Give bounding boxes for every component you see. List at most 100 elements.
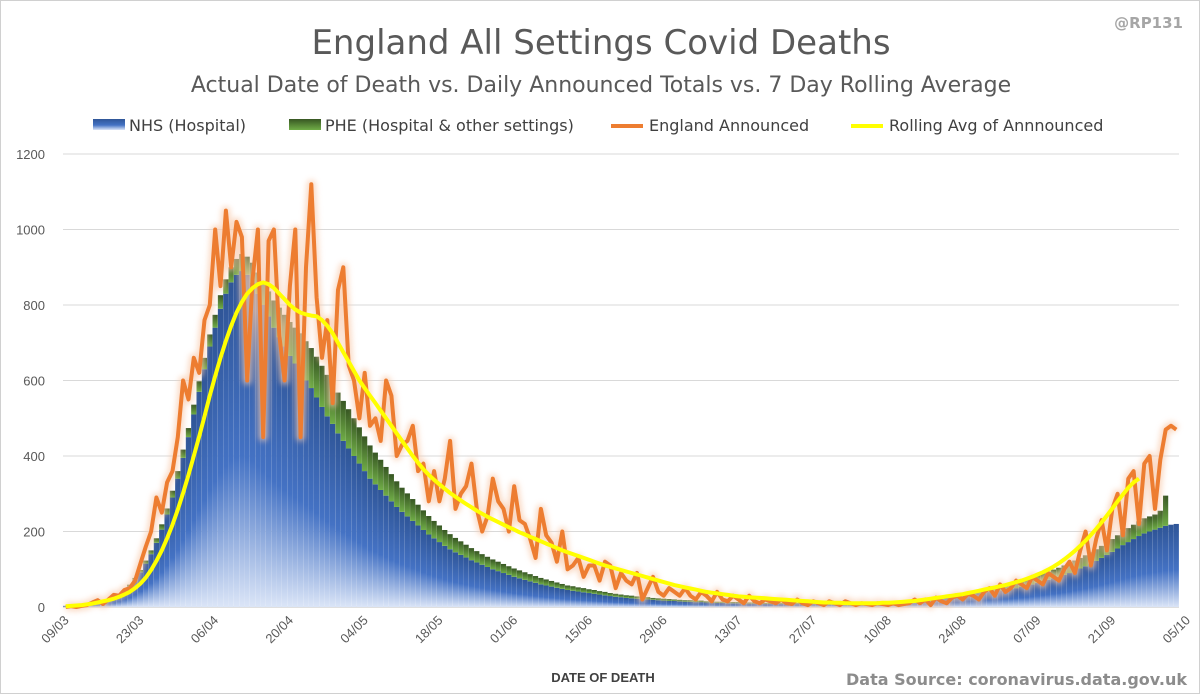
bar-nhs [346, 448, 351, 607]
bar-phe [1163, 496, 1168, 526]
bar-nhs [469, 560, 474, 607]
bar-phe [570, 586, 575, 591]
bar-nhs [383, 496, 388, 607]
bar-nhs [1126, 542, 1131, 607]
bar-nhs [362, 471, 367, 607]
legend: NHS (Hospital)PHE (Hospital & other sett… [93, 116, 1103, 135]
bar-nhs [672, 601, 677, 607]
bar-nhs [602, 595, 607, 607]
bar-phe [148, 550, 153, 554]
bar-phe [431, 521, 436, 538]
bar-nhs [666, 601, 671, 607]
bar-phe [485, 557, 490, 567]
bar-phe [618, 595, 623, 598]
x-tick-label: 21/09 [1085, 613, 1119, 647]
bar-phe [207, 334, 212, 346]
x-tick-label: 18/05 [412, 613, 446, 647]
bar-phe [581, 588, 586, 592]
bar-nhs [581, 592, 586, 607]
bar-nhs [148, 554, 153, 607]
bar-nhs [688, 602, 693, 607]
bar-nhs [378, 490, 383, 607]
x-tick-label: 29/06 [636, 613, 670, 647]
x-tick-label: 05/10 [1160, 613, 1194, 647]
bar-nhs [1174, 524, 1179, 607]
bar-phe [1147, 516, 1152, 531]
bar-nhs [271, 328, 276, 607]
bar-phe [351, 418, 356, 456]
bar-nhs [506, 575, 511, 607]
bar-nhs [613, 597, 618, 607]
bar-nhs [501, 573, 506, 607]
bar-phe [314, 357, 319, 398]
bar-nhs [533, 583, 538, 607]
y-tick-label: 1200 [16, 147, 45, 162]
bar-phe [512, 568, 517, 576]
x-tick-label: 10/08 [860, 613, 894, 647]
bar-nhs [341, 441, 346, 607]
x-tick-label: 15/06 [561, 613, 595, 647]
bar-phe [650, 598, 655, 600]
x-tick-label: 01/06 [487, 613, 521, 647]
bar-phe [362, 436, 367, 471]
bar-phe [1131, 525, 1136, 539]
bar-phe [191, 405, 196, 415]
bar-nhs [314, 397, 319, 607]
bar-nhs [554, 588, 559, 607]
bar-phe [378, 460, 383, 490]
bar-nhs [410, 521, 415, 607]
bar-phe [479, 554, 484, 565]
bar-nhs [463, 558, 468, 607]
bar-nhs [453, 552, 458, 607]
bar-phe [608, 593, 613, 596]
bar-nhs [389, 501, 394, 607]
bar-nhs [415, 525, 420, 607]
x-tick-label: 06/04 [188, 613, 222, 647]
bar-nhs [1120, 545, 1125, 607]
bar-nhs [656, 600, 661, 607]
bar-nhs [512, 577, 517, 607]
bar-nhs [560, 589, 565, 607]
bar-phe [613, 594, 618, 597]
bar-nhs [661, 601, 666, 607]
bar-nhs [325, 416, 330, 607]
bar-nhs [421, 530, 426, 607]
bar-nhs [1099, 558, 1104, 607]
bar-nhs [592, 594, 597, 607]
bar-nhs [618, 597, 623, 607]
bar-phe [1158, 511, 1163, 528]
bar-nhs [143, 564, 148, 607]
bar-nhs [608, 596, 613, 607]
bar-phe [538, 578, 543, 584]
bar-nhs [565, 590, 570, 607]
bar-nhs [544, 585, 549, 607]
bar-phe [592, 590, 597, 594]
bar-nhs [159, 530, 164, 607]
bar-phe [602, 592, 607, 595]
legend-label: Rolling Avg of Annnounced [889, 116, 1103, 135]
bar-phe [213, 315, 218, 328]
bar-nhs [570, 591, 575, 607]
bar-nhs [431, 538, 436, 607]
bar-phe [474, 551, 479, 562]
bars [63, 254, 1179, 607]
bar-nhs [1158, 528, 1163, 607]
bar-phe [410, 499, 415, 521]
bar-nhs [309, 388, 314, 607]
data-source: Data Source: coronavirus.data.gov.uk [846, 670, 1187, 689]
bar-nhs [474, 562, 479, 607]
bar-phe [421, 510, 426, 530]
bar-phe [560, 584, 565, 589]
bar-phe [373, 453, 378, 485]
bar-phe [501, 564, 506, 573]
bar-phe [399, 488, 404, 512]
bar-nhs [1131, 539, 1136, 607]
bar-nhs [394, 507, 399, 607]
bar-nhs [367, 479, 372, 607]
bar-nhs [522, 580, 527, 607]
bar-phe [415, 505, 420, 526]
bar-phe [341, 401, 346, 441]
y-tick-label: 200 [23, 525, 45, 540]
